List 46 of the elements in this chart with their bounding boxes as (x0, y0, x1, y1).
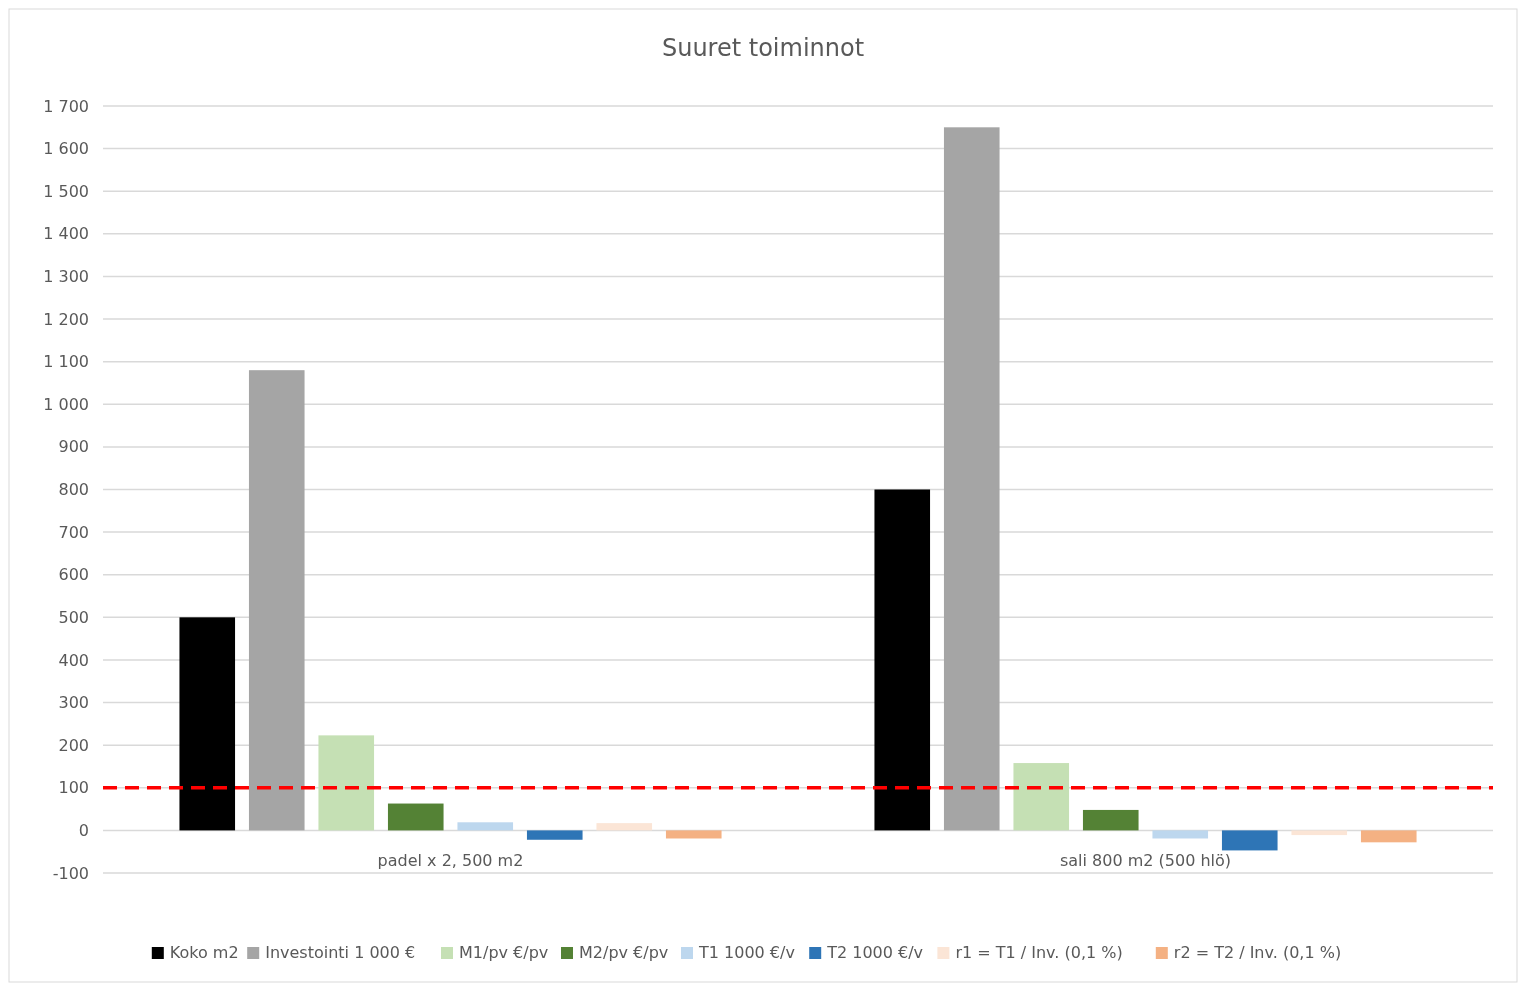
y-tick-label: 1 700 (43, 96, 89, 116)
bar (1221, 830, 1278, 851)
y-tick-label: 1 200 (43, 309, 89, 329)
bar (179, 617, 236, 831)
legend-label: r1 = T1 / Inv. (0,1 %) (955, 943, 1123, 962)
x-tick-label: sali 800 m2 (500 hlö) (1059, 851, 1232, 871)
bar (665, 830, 722, 839)
legend-label: M2/pv €/pv (579, 943, 669, 962)
bar (874, 489, 931, 831)
y-tick-label: 100 (58, 778, 89, 798)
bar (1013, 763, 1070, 831)
bar (596, 823, 653, 831)
y-tick-label: 500 (58, 607, 89, 627)
legend-label: Koko m2 (169, 943, 239, 962)
chart-title: Suuret toiminnot (661, 34, 865, 62)
bar (1082, 809, 1139, 831)
bar (1291, 830, 1348, 836)
y-tick-label: 900 (58, 437, 89, 457)
bar (387, 803, 444, 831)
y-tick-label: 800 (58, 480, 89, 500)
bar (943, 127, 1000, 831)
x-tick-label: padel x 2, 500 m2 (377, 851, 524, 871)
legend-label: M1/pv €/pv (459, 943, 549, 962)
bar (1152, 830, 1209, 839)
bar (318, 735, 375, 831)
legend-label: T1 1000 €/v (698, 943, 795, 962)
y-tick-label: 1 600 (43, 139, 89, 159)
bar (457, 822, 514, 831)
y-tick-label: 300 (58, 693, 89, 713)
y-tick-label: -100 (52, 863, 89, 883)
legend-label: T2 1000 €/v (826, 943, 924, 962)
y-tick-label: 0 (78, 820, 89, 840)
y-tick-label: 200 (58, 735, 89, 755)
y-tick-label: 1 500 (43, 181, 89, 201)
y-tick-label: 1 100 (43, 352, 89, 372)
y-tick-label: 600 (58, 565, 89, 585)
y-tick-label: 1 300 (43, 267, 89, 287)
bar (248, 370, 305, 831)
bar (1360, 830, 1417, 843)
y-tick-label: 1 000 (43, 394, 89, 414)
bar (526, 830, 583, 840)
y-tick-label: 400 (58, 650, 89, 670)
y-tick-label: 1 400 (43, 224, 89, 244)
legend-label: Investointi 1 000 € (265, 943, 416, 962)
legend-label: r2 = T2 / Inv. (0,1 %) (1173, 943, 1342, 962)
y-tick-label: 700 (58, 522, 89, 542)
